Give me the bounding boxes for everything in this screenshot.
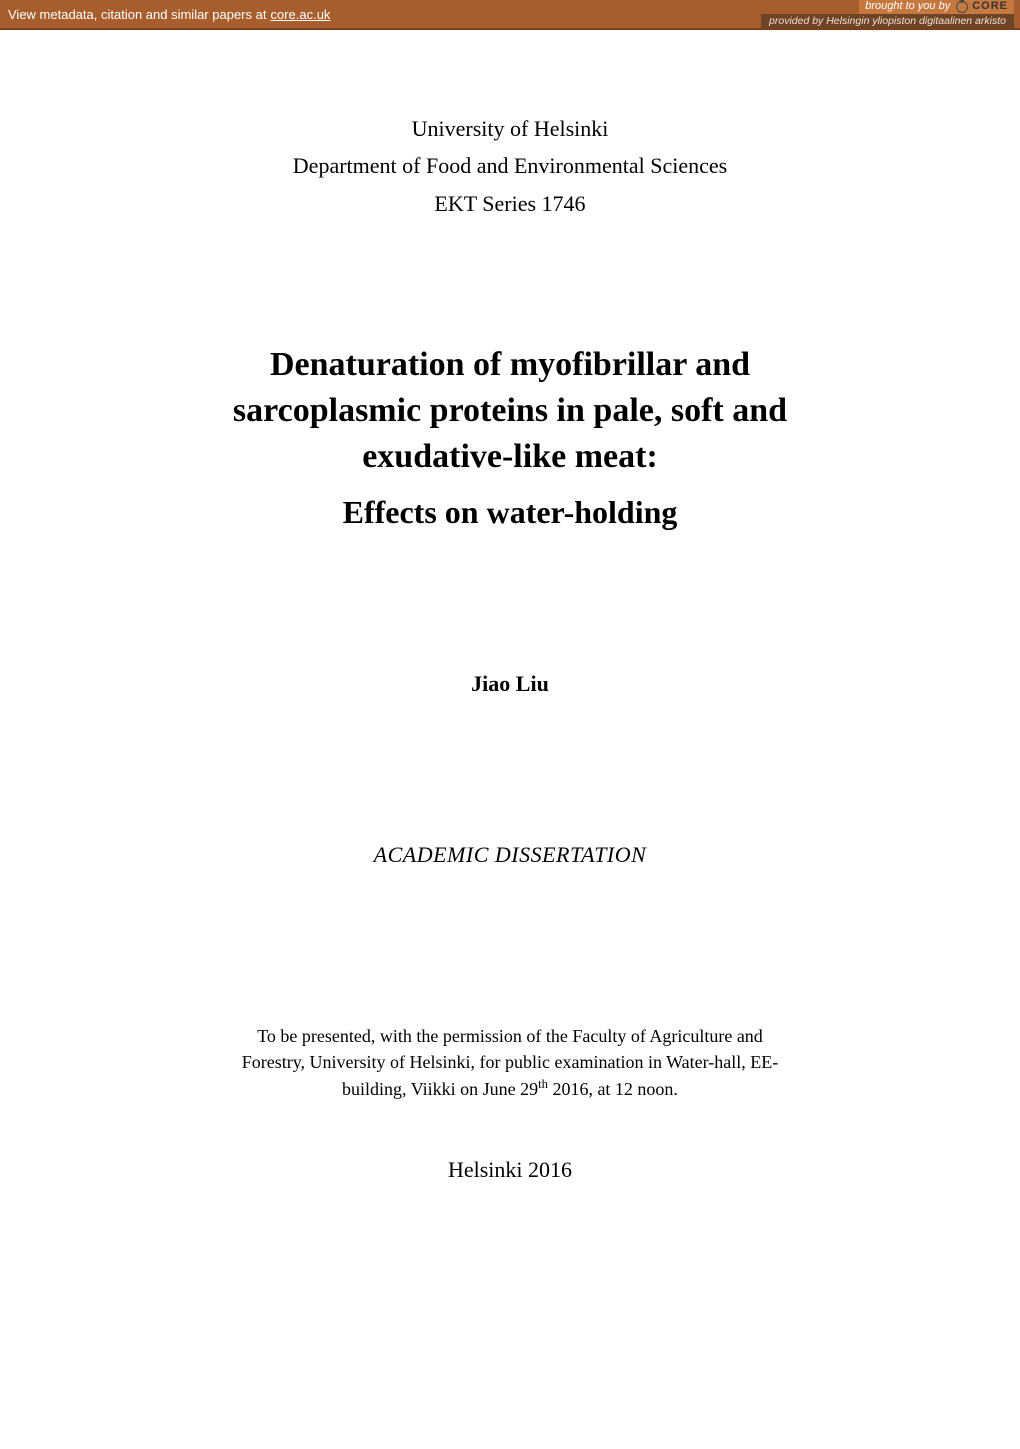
publication-place-year: Helsinki 2016 bbox=[115, 1157, 905, 1183]
affiliation-block: University of Helsinki Department of Foo… bbox=[115, 110, 905, 222]
series-label: EKT Series 1746 bbox=[115, 185, 905, 222]
presentation-line-2: Forestry, University of Helsinki, for pu… bbox=[242, 1052, 779, 1072]
brought-by-row: brought to you by CORE bbox=[859, 0, 1014, 14]
provider-name: Helsingin yliopiston digitaalinen arkist… bbox=[826, 15, 1006, 27]
university-name: University of Helsinki bbox=[115, 110, 905, 147]
subtitle: Effects on water-holding bbox=[115, 494, 905, 531]
core-source-link[interactable]: core.ac.uk bbox=[270, 7, 330, 22]
date-ordinal-superscript: th bbox=[538, 1077, 548, 1091]
core-brand-text: CORE bbox=[972, 0, 1008, 12]
department-name: Department of Food and Environmental Sci… bbox=[115, 147, 905, 184]
banner-prefix-text: View metadata, citation and similar pape… bbox=[8, 7, 266, 22]
title-line-2: sarcoplasmic proteins in pale, soft and bbox=[233, 392, 787, 429]
title-page: University of Helsinki Department of Foo… bbox=[0, 30, 1020, 1223]
document-type-label: ACADEMIC DISSERTATION bbox=[115, 842, 905, 868]
provided-by-row: provided by Helsingin yliopiston digitaa… bbox=[761, 14, 1014, 28]
title-block: Denaturation of myofibrillar and sarcopl… bbox=[115, 342, 905, 531]
banner-right: brought to you by CORE provided by Helsi… bbox=[761, 0, 1014, 28]
presentation-line-3-post: 2016, at 12 noon. bbox=[548, 1079, 678, 1099]
presentation-notice: To be presented, with the permission of … bbox=[115, 1023, 905, 1102]
provided-by-label: provided by bbox=[769, 15, 826, 27]
author-name: Jiao Liu bbox=[115, 671, 905, 697]
presentation-line-3-pre: building, Viikki on June 29 bbox=[342, 1079, 538, 1099]
repository-banner: View metadata, citation and similar pape… bbox=[0, 0, 1020, 30]
main-title: Denaturation of myofibrillar and sarcopl… bbox=[115, 342, 905, 480]
presentation-line-1: To be presented, with the permission of … bbox=[257, 1026, 763, 1046]
title-line-3: exudative-like meat: bbox=[362, 438, 658, 475]
core-logo-icon bbox=[954, 0, 968, 13]
title-line-1: Denaturation of myofibrillar and bbox=[270, 346, 750, 383]
brought-by-label: brought to you by bbox=[865, 0, 950, 12]
